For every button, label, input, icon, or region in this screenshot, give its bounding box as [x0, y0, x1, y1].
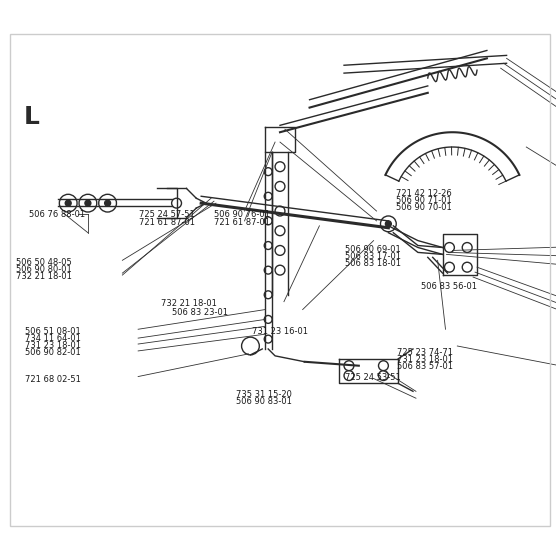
Text: 731 23 18-01: 731 23 18-01 [25, 341, 81, 350]
Text: 506 90 80-01: 506 90 80-01 [16, 265, 72, 274]
Text: 734 11 64-01: 734 11 64-01 [25, 334, 81, 343]
Text: 721 61 87-01: 721 61 87-01 [139, 218, 195, 227]
Text: 506 90 71-01: 506 90 71-01 [396, 196, 451, 205]
Text: 732 21 18-01: 732 21 18-01 [161, 299, 217, 308]
Text: 506 90 83-01: 506 90 83-01 [236, 397, 292, 406]
Text: 506 76 88-01: 506 76 88-01 [29, 210, 85, 219]
Text: 731 23 18-01: 731 23 18-01 [397, 356, 453, 365]
Text: L: L [24, 105, 40, 129]
Text: 732 21 18-01: 732 21 18-01 [16, 272, 72, 281]
Text: 506 83 23-01: 506 83 23-01 [172, 308, 228, 317]
Text: 735 31 15-20: 735 31 15-20 [236, 390, 292, 399]
Text: 725 24 53-51: 725 24 53-51 [345, 373, 401, 382]
Text: 506 83 17-01: 506 83 17-01 [345, 253, 401, 262]
Text: 506 83 57-01: 506 83 57-01 [397, 362, 453, 371]
Text: 506 90 82-01: 506 90 82-01 [25, 348, 81, 357]
Text: 725 24 57-51: 725 24 57-51 [139, 210, 195, 219]
Text: 506 90 76-01: 506 90 76-01 [214, 210, 270, 219]
Text: 721 61 87-01: 721 61 87-01 [214, 218, 270, 227]
Text: 506 90 69-01: 506 90 69-01 [345, 245, 401, 254]
Text: 506 50 48-05: 506 50 48-05 [16, 258, 72, 267]
Text: 721 42 12-26: 721 42 12-26 [396, 189, 451, 198]
Text: 506 90 70-01: 506 90 70-01 [396, 203, 451, 212]
Text: 506 51 08-01: 506 51 08-01 [25, 326, 81, 336]
Text: 725 23 74-71: 725 23 74-71 [397, 348, 453, 357]
Circle shape [385, 221, 391, 227]
Circle shape [85, 200, 91, 206]
Text: 506 83 18-01: 506 83 18-01 [345, 259, 401, 268]
Text: 506 83 56-01: 506 83 56-01 [421, 282, 477, 291]
Text: 721 68 02-51: 721 68 02-51 [25, 375, 81, 384]
Circle shape [66, 200, 71, 206]
Circle shape [105, 200, 110, 206]
Text: 731 23 16-01: 731 23 16-01 [253, 326, 309, 336]
